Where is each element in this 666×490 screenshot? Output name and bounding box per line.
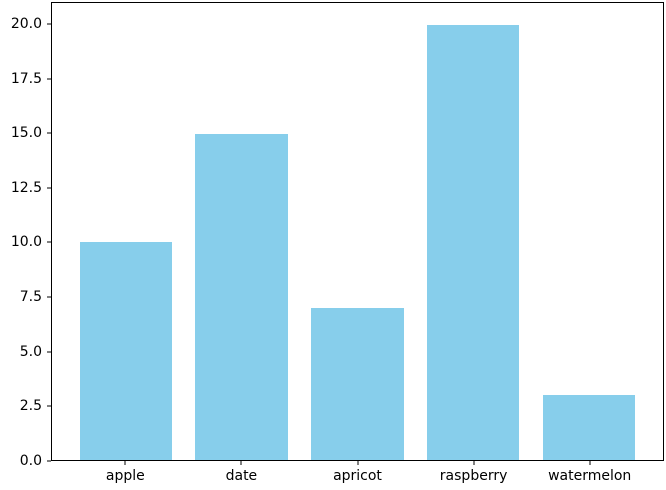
y-tick-label: 12.5 <box>10 179 42 196</box>
bar-raspberry <box>426 24 520 460</box>
y-tick-mark <box>47 241 51 243</box>
y-tick-mark <box>47 296 51 298</box>
y-tick-label: 2.5 <box>19 398 42 415</box>
y-tick-mark <box>47 351 51 353</box>
y-tick-mark <box>47 460 51 462</box>
y-tick-label: 0.0 <box>19 453 42 469</box>
x-axis: apple date apricot raspberry watermelon <box>51 461 664 490</box>
x-tick-label-apricot: apricot <box>333 468 382 484</box>
y-tick-label: 20.0 <box>10 15 42 32</box>
y-tick-label: 5.0 <box>19 343 42 360</box>
x-tick-label-apple: apple <box>105 468 145 484</box>
x-tick-mark <box>357 461 358 465</box>
x-tick-mark <box>473 461 475 465</box>
y-tick-mark <box>47 132 51 134</box>
y-tick-label: 10.0 <box>10 234 42 251</box>
y-tick-label: 17.5 <box>10 70 42 87</box>
bar-apricot <box>311 307 404 460</box>
x-tick-mark <box>589 461 591 465</box>
x-tick-label-date: date <box>225 468 258 484</box>
x-tick-mark <box>240 461 242 465</box>
y-tick-mark <box>47 405 51 407</box>
y-axis: 0.0 2.5 5.0 7.5 10.0 12.5 15.0 17.5 20.0 <box>0 2 51 468</box>
y-tick-mark <box>47 23 51 25</box>
x-tick-label-watermelon: watermelon <box>548 468 632 484</box>
y-tick-label: 7.5 <box>19 289 42 306</box>
bar-watermelon <box>542 394 636 460</box>
plot-area <box>51 2 664 461</box>
x-tick-mark <box>124 461 126 465</box>
y-tick-mark <box>47 78 51 79</box>
y-tick-label: 15.0 <box>10 125 42 142</box>
y-tick-mark <box>47 187 51 189</box>
bar-date <box>195 133 289 460</box>
bar-apple <box>79 242 173 460</box>
x-tick-label-raspberry: raspberry <box>439 468 508 484</box>
